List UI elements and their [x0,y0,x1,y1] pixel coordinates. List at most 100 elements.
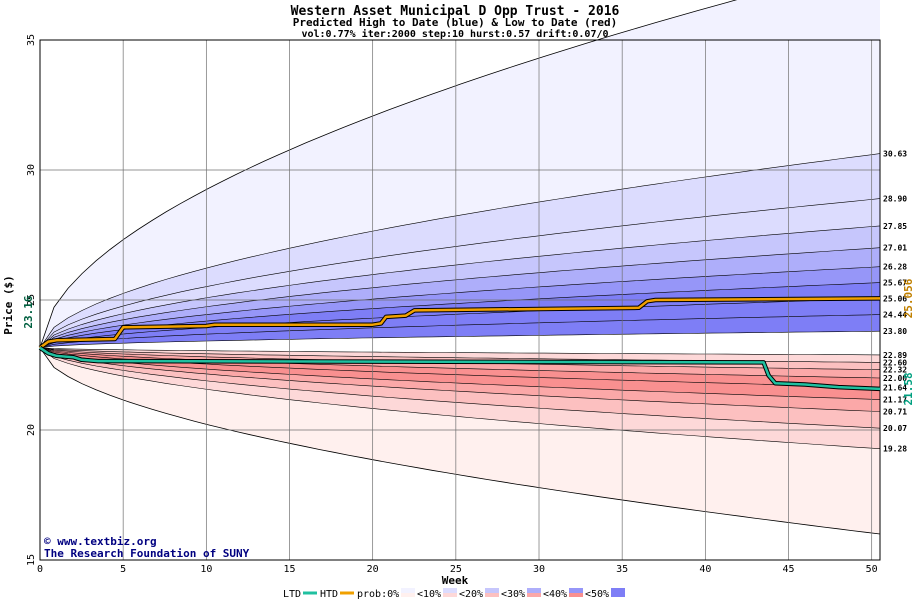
band-red-outer [40,347,880,534]
percentile-label: 27.01 [883,244,907,253]
x-tick-label: 15 [283,564,295,575]
probability-band [40,298,880,348]
percentile-label: 22.89 [883,351,907,360]
series-lines [38,296,881,392]
lower-envelope [39,347,881,535]
credit-url: © www.textbiz.org [44,535,157,548]
percentile-label: 24.44 [883,311,907,320]
percentile-label: 21.17 [883,396,907,405]
legend-prob-label: <50% [585,589,609,600]
legend-prob-label: <20% [459,589,483,600]
probability-band [40,347,880,363]
start-price-label: 23.16 [22,295,35,328]
chart-subtitle: Predicted High to Date (blue) & Low to D… [293,16,618,29]
y-axis-label: Price ($) [2,275,15,335]
percentile-line [39,153,881,348]
legend-prob-label: prob:0% [357,589,399,600]
percentile-line [39,298,881,349]
percentile-label: 21.64 [883,383,907,392]
probability-band [40,347,880,388]
probability-band [40,347,880,400]
x-tick-label: 25 [450,564,462,575]
percentile-line [39,347,881,449]
legend-swatch-max [611,588,625,597]
labels: 30.63 28.90 27.85 27.01 26.28 25.67 25.06 24.44… [883,150,915,454]
probability-band [40,266,880,348]
legend: LTD HTD prob:0% <10% <20% <30% <40% <50% [283,588,625,600]
probability-band [40,225,880,348]
percentile-line [39,282,881,349]
percentile-line [39,225,881,349]
x-tick-label: 10 [200,564,212,575]
percentile-label: 22.00 [883,374,907,383]
x-axis-label: Week [442,574,469,587]
x-tick-label: 5 [120,564,126,575]
copyright-icon: © [44,535,57,548]
percentile-line [39,347,881,412]
legend-prob-label: <40% [543,589,567,600]
final-value-label-ltd: 21.58 [902,372,915,405]
y-tick-label: 30 [26,164,37,176]
percentile-line [39,247,881,349]
probability-band [40,331,880,355]
percentile-label: 26.28 [883,263,907,272]
percentile-label: 20.07 [883,424,907,433]
x-tick-label: 20 [367,564,379,575]
y-tick-label: 15 [26,554,37,566]
x-tick-label: 0 [37,564,43,575]
percentile-line [39,198,881,348]
chart-title: Western Asset Municipal D Opp Trust - 20… [291,4,620,19]
percentile-line [39,330,881,349]
percentile-label: 19.28 [883,445,907,454]
probability-band [40,153,880,348]
legend-swatch-blue [527,588,541,593]
probability-band [40,347,880,412]
percentile-label: 22.60 [883,358,907,367]
legend-swatch-blue [485,588,499,593]
percentile-label: 25.06 [883,294,907,303]
upper-envelope [39,0,738,348]
legend-prob-label: <10% [417,589,441,600]
legend-prob-label: <30% [501,589,525,600]
final-value-label-htd: 25.056 [902,278,915,318]
y-tick-label: 20 [26,424,37,436]
legend-swatch-blue [443,588,457,593]
legend-swatch-red [401,593,415,597]
probability-band [40,198,880,348]
probability-band [40,347,880,429]
legend-swatch-red [527,593,541,597]
percentile-label: 20.71 [883,408,907,417]
percentile-label: 30.63 [883,150,907,159]
percentile-line [39,314,881,349]
band-blue-outer [40,0,880,348]
credit-org: The Research Foundation of SUNY [44,547,250,560]
percentile-line [39,266,881,349]
series-line-ltd [39,346,881,391]
chart-params: vol:0.77% iter:2000 step:10 hurst:0.57 d… [301,28,608,40]
percentile-label: 27.85 [883,222,907,231]
y-tick-label: 25 [26,294,37,306]
percentile-label: 25.67 [883,279,907,288]
x-tick-label: 45 [782,564,794,575]
percentile-line [39,347,881,429]
x-tick-label: 35 [616,564,628,575]
percentile-label: 23.80 [883,327,907,336]
percentile-line [39,347,881,400]
probability-band [40,247,880,348]
y-tick-label: 35 [26,34,37,46]
probability-band [40,347,880,449]
legend-swatch-red [569,593,583,597]
x-tick-label: 50 [866,564,878,575]
legend-swatch-blue [401,588,415,593]
legend-swatch-red [443,593,457,597]
legend-swatch-blue [569,588,583,593]
legend-swatch-red [485,593,499,597]
percentile-label: 28.90 [883,195,907,204]
credit-url-text: www.textbiz.org [57,535,156,548]
percentile-line [39,347,881,356]
x-tick-label: 40 [699,564,711,575]
legend-ltd-label: LTD [283,589,301,600]
legend-htd-label: HTD [320,589,338,600]
percentile-label: 22.32 [883,366,907,375]
